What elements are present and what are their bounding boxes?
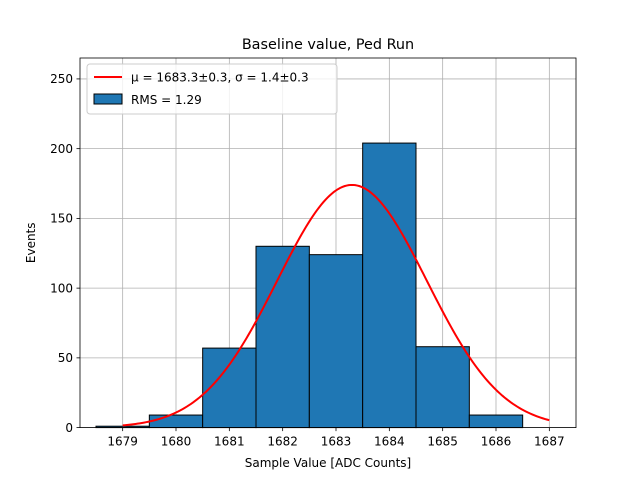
legend-fit-label: μ = 1683.3±0.3, σ = 1.4±0.3: [131, 71, 309, 85]
legend-box: [86, 63, 338, 115]
x-axis-ticks: 1679 1680 1681 1682 1683 1684 1685 1686 1687: [107, 427, 565, 449]
plot-frame: [79, 57, 577, 429]
y-tick-label: 50: [58, 351, 73, 365]
legend: μ = 1683.3±0.3, σ = 1.4±0.3 RMS = 1.29: [86, 63, 338, 115]
histogram-bar: [415, 346, 470, 429]
x-axis-label: Sample Value [ADC Counts]: [245, 456, 411, 470]
histogram-bar: [148, 414, 204, 429]
x-tick-label: 1682: [267, 435, 298, 449]
x-tick-label: 1681: [214, 435, 245, 449]
x-tick-label: 1684: [374, 435, 405, 449]
chart-title: Baseline value, Ped Run: [242, 37, 414, 53]
histogram-bar: [255, 245, 310, 429]
y-tick-label: 150: [50, 212, 73, 226]
x-tick-label: 1686: [481, 435, 512, 449]
x-tick-label: 1683: [321, 435, 352, 449]
y-tick-label: 0: [65, 421, 73, 435]
histogram-bar: [362, 142, 417, 429]
histogram-bar: [308, 254, 364, 429]
y-axis-label: Events: [24, 222, 38, 263]
x-tick-label: 1687: [534, 435, 565, 449]
gaussian-fit-curve: [122, 183, 550, 427]
histogram-bars: [95, 142, 524, 429]
y-tick-label: 250: [50, 72, 73, 86]
y-axis-ticks: 0 50 100 150 200 250: [50, 72, 80, 435]
y-tick-label: 200: [50, 142, 73, 156]
y-tick-label: 100: [50, 281, 73, 295]
x-tick-label: 1679: [107, 435, 138, 449]
x-tick-label: 1685: [427, 435, 458, 449]
legend-histogram-label: RMS = 1.29: [131, 93, 202, 107]
x-tick-label: 1680: [161, 435, 192, 449]
histogram-bar: [468, 414, 524, 429]
legend-histogram-swatch: [93, 93, 123, 105]
